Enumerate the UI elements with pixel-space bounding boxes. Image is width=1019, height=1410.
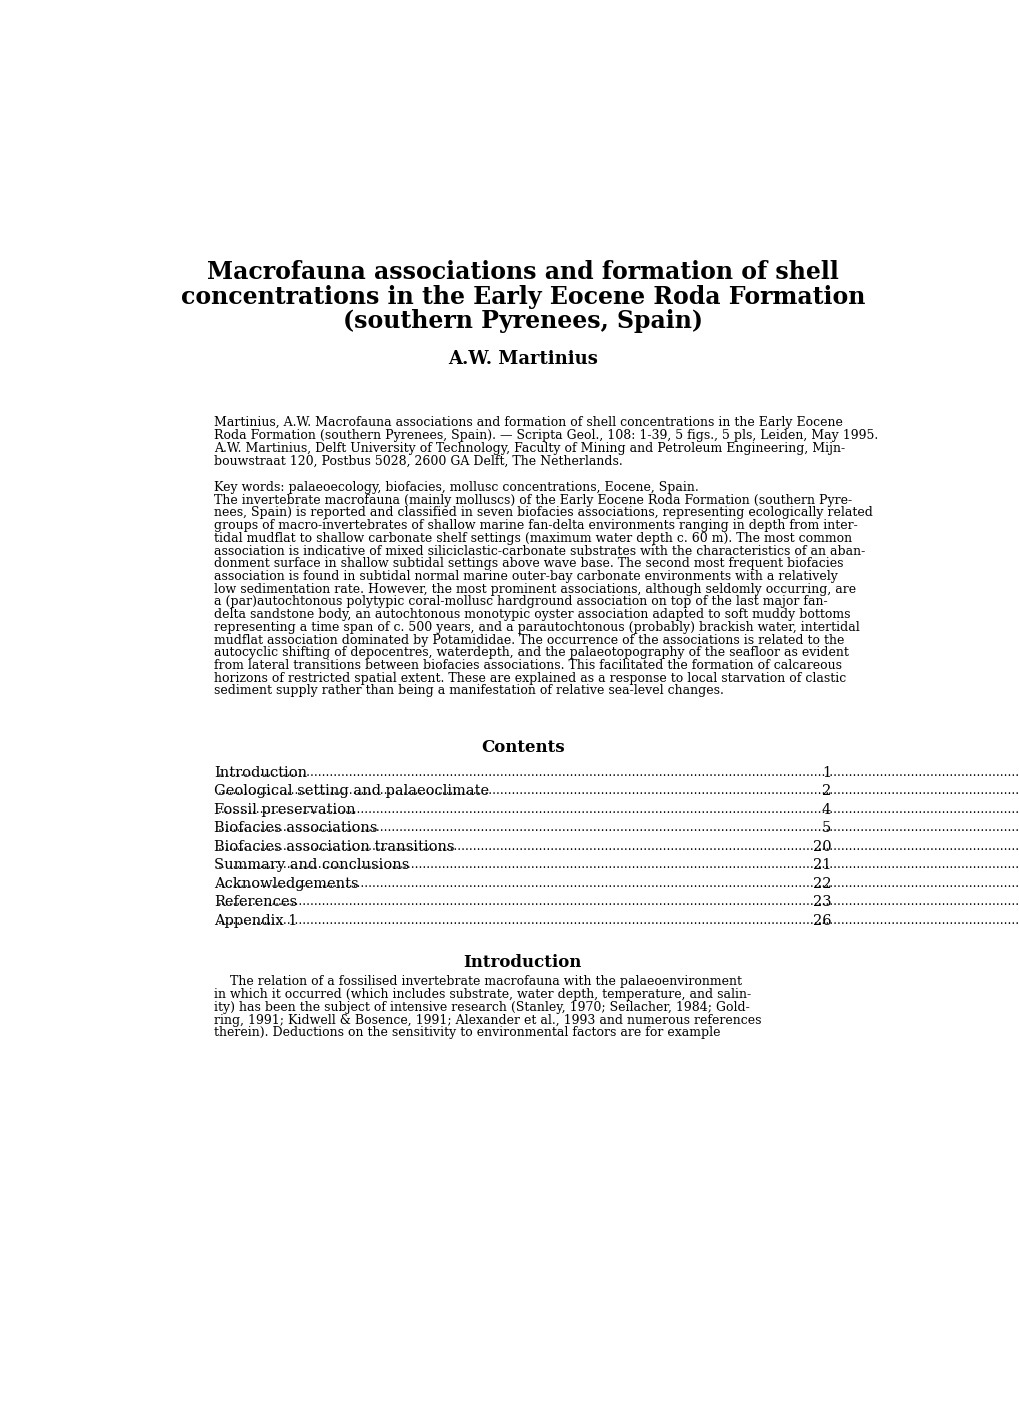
Text: ................................................................................: ........................................… xyxy=(218,840,1019,853)
Text: ................................................................................: ........................................… xyxy=(218,895,1019,908)
Text: Roda Formation (southern Pyrenees, Spain). — Scripta Geol., 108: 1-39, 5 figs., : Roda Formation (southern Pyrenees, Spain… xyxy=(214,429,877,441)
Text: association is indicative of mixed siliciclastic-carbonate substrates with the c: association is indicative of mixed silic… xyxy=(214,544,865,557)
Text: sediment supply rather than being a manifestation of relative sea-level changes.: sediment supply rather than being a mani… xyxy=(214,684,723,698)
Text: mudflat association dominated by Potamididae. The occurrence of the associations: mudflat association dominated by Potamid… xyxy=(214,633,844,647)
Text: Summary and conclusions: Summary and conclusions xyxy=(214,859,410,873)
Text: tidal mudflat to shallow carbonate shelf settings (maximum water depth c. 60 m).: tidal mudflat to shallow carbonate shelf… xyxy=(214,532,852,544)
Text: 22: 22 xyxy=(812,877,830,891)
Text: therein). Deductions on the sensitivity to environmental factors are for example: therein). Deductions on the sensitivity … xyxy=(214,1026,720,1039)
Text: delta sandstone body, an autochtonous monotypic oyster association adapted to so: delta sandstone body, an autochtonous mo… xyxy=(214,608,850,620)
Text: 1: 1 xyxy=(821,766,830,780)
Text: autocyclic shifting of depocentres, waterdepth, and the palaeotopography of the : autocyclic shifting of depocentres, wate… xyxy=(214,646,849,660)
Text: ................................................................................: ........................................… xyxy=(218,822,1019,835)
Text: 23: 23 xyxy=(812,895,830,909)
Text: ................................................................................: ........................................… xyxy=(218,802,1019,816)
Text: association is found in subtidal normal marine outer-bay carbonate environments : association is found in subtidal normal … xyxy=(214,570,838,582)
Text: low sedimentation rate. However, the most prominent associations, although seldo: low sedimentation rate. However, the mos… xyxy=(214,582,856,595)
Text: 5: 5 xyxy=(821,822,830,835)
Text: ................................................................................: ........................................… xyxy=(218,877,1019,890)
Text: 2: 2 xyxy=(821,784,830,798)
Text: The relation of a fossilised invertebrate macrofauna with the palaeoenvironment: The relation of a fossilised invertebrat… xyxy=(214,976,742,988)
Text: Fossil preservation: Fossil preservation xyxy=(214,802,356,816)
Text: Appendix 1: Appendix 1 xyxy=(214,914,298,928)
Text: 26: 26 xyxy=(812,914,830,928)
Text: in which it occurred (which includes substrate, water depth, temperature, and sa: in which it occurred (which includes sub… xyxy=(214,988,751,1001)
Text: Introduction: Introduction xyxy=(214,766,307,780)
Text: Geological setting and palaeoclimate: Geological setting and palaeoclimate xyxy=(214,784,489,798)
Text: (southern Pyrenees, Spain): (southern Pyrenees, Spain) xyxy=(342,309,702,333)
Text: Biofacies associations: Biofacies associations xyxy=(214,822,377,835)
Text: 4: 4 xyxy=(821,802,830,816)
Text: ring, 1991; Kidwell & Bosence, 1991; Alexander et al., 1993 and numerous referen: ring, 1991; Kidwell & Bosence, 1991; Ale… xyxy=(214,1014,761,1026)
Text: nees, Spain) is reported and classified in seven biofacies associations, represe: nees, Spain) is reported and classified … xyxy=(214,506,872,519)
Text: Macrofauna associations and formation of shell: Macrofauna associations and formation of… xyxy=(207,259,838,283)
Text: A.W. Martinius, Delft University of Technology, Faculty of Mining and Petroleum : A.W. Martinius, Delft University of Tech… xyxy=(214,441,845,455)
Text: Martinius, A.W. Macrofauna associations and formation of shell concentrations in: Martinius, A.W. Macrofauna associations … xyxy=(214,416,843,429)
Text: from lateral transitions between biofacies associations. This facilitated the fo: from lateral transitions between biofaci… xyxy=(214,658,842,673)
Text: groups of macro-invertebrates of shallow marine fan-delta environments ranging i: groups of macro-invertebrates of shallow… xyxy=(214,519,857,532)
Text: ................................................................................: ........................................… xyxy=(218,784,1019,798)
Text: 20: 20 xyxy=(812,840,830,854)
Text: ity) has been the subject of intensive research (Stanley, 1970; Seilacher, 1984;: ity) has been the subject of intensive r… xyxy=(214,1001,749,1014)
Text: Contents: Contents xyxy=(481,739,564,756)
Text: bouwstraat 120, Postbus 5028, 2600 GA Delft, The Netherlands.: bouwstraat 120, Postbus 5028, 2600 GA De… xyxy=(214,455,623,468)
Text: representing a time span of c. 500 years, and a parautochtonous (probably) brack: representing a time span of c. 500 years… xyxy=(214,620,859,634)
Text: A.W. Martinius: A.W. Martinius xyxy=(447,350,597,368)
Text: Introduction: Introduction xyxy=(463,953,582,971)
Text: Acknowledgements: Acknowledgements xyxy=(214,877,359,891)
Text: Biofacies association transitions: Biofacies association transitions xyxy=(214,840,454,854)
Text: horizons of restricted spatial extent. These are explained as a response to loca: horizons of restricted spatial extent. T… xyxy=(214,671,846,685)
Text: donment surface in shallow subtidal settings above wave base. The second most fr: donment surface in shallow subtidal sett… xyxy=(214,557,843,570)
Text: concentrations in the Early Eocene Roda Formation: concentrations in the Early Eocene Roda … xyxy=(180,285,864,309)
Text: 21: 21 xyxy=(812,859,830,873)
Text: ................................................................................: ........................................… xyxy=(218,859,1019,871)
Text: References: References xyxy=(214,895,298,909)
Text: a (par)autochtonous polytypic coral-mollusc hardground association on top of the: a (par)autochtonous polytypic coral-moll… xyxy=(214,595,827,608)
Text: ................................................................................: ........................................… xyxy=(218,914,1019,926)
Text: ................................................................................: ........................................… xyxy=(218,766,1019,778)
Text: The invertebrate macrofauna (mainly molluscs) of the Early Eocene Roda Formation: The invertebrate macrofauna (mainly moll… xyxy=(214,493,852,506)
Text: Key words: palaeoecology, biofacies, mollusc concentrations, Eocene, Spain.: Key words: palaeoecology, biofacies, mol… xyxy=(214,481,698,494)
